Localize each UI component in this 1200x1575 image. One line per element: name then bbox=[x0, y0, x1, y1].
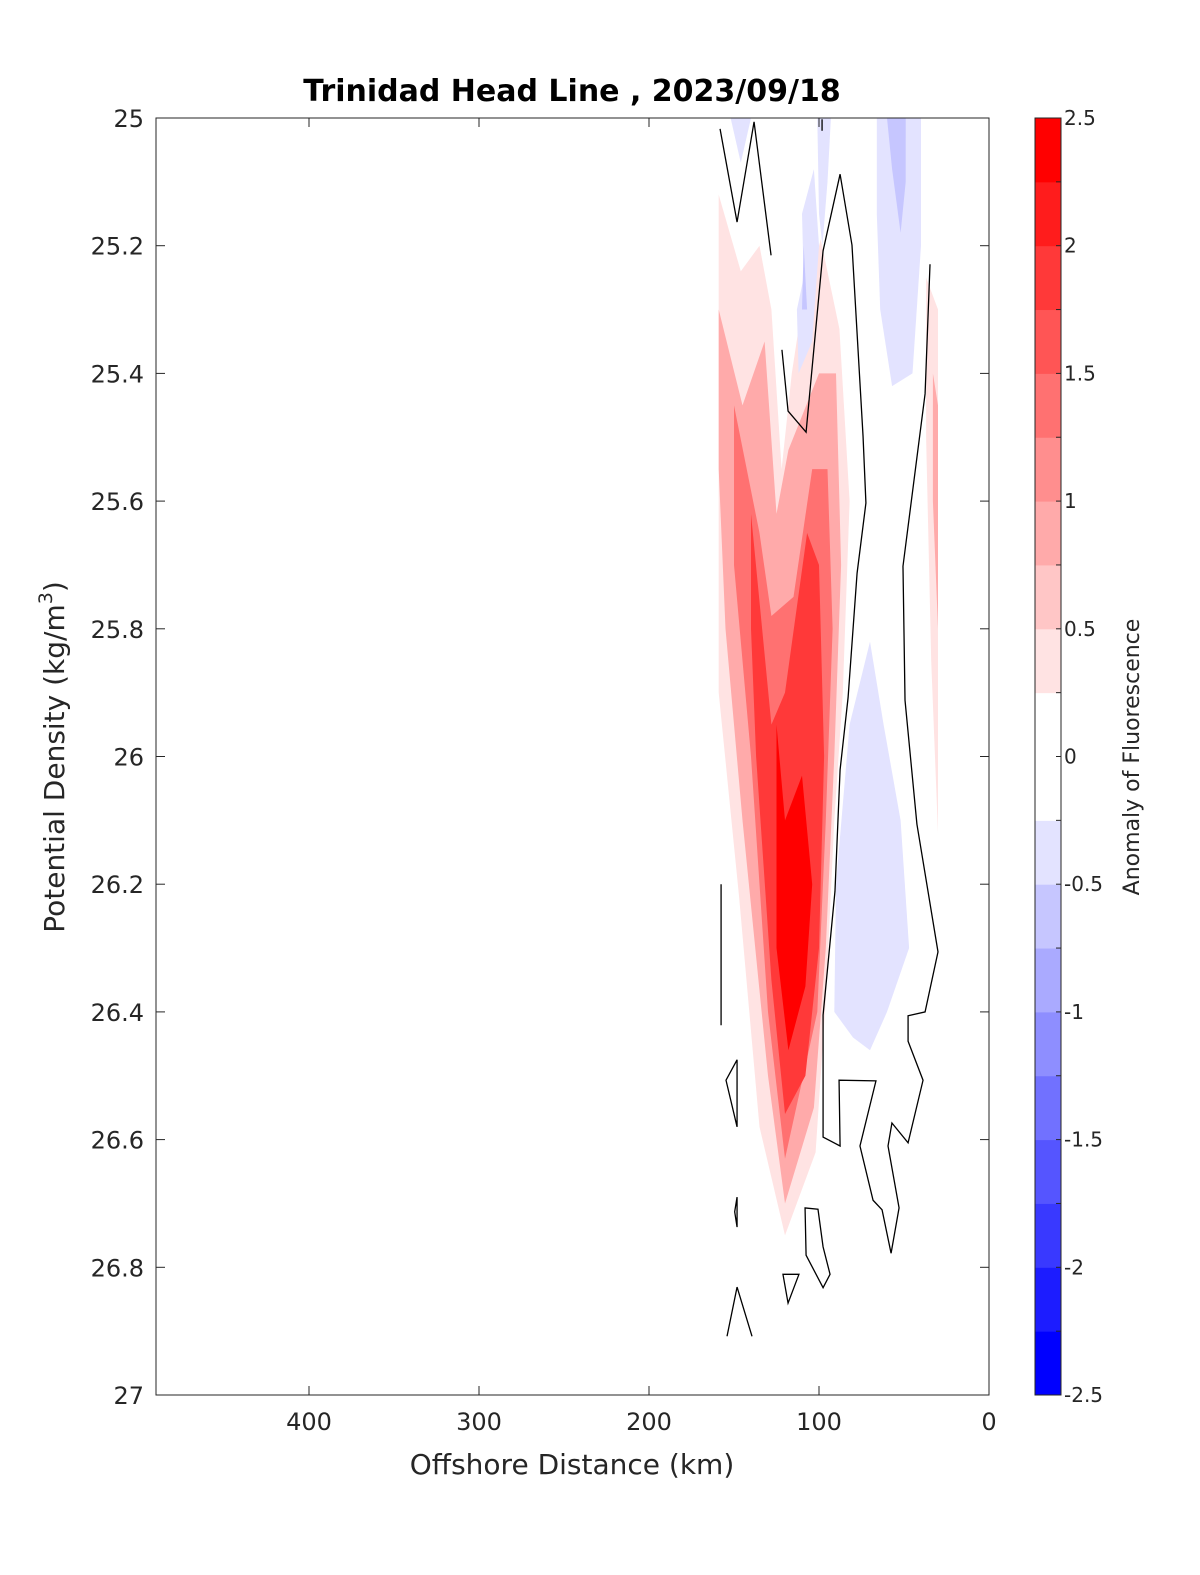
colorbar-segment bbox=[1035, 948, 1061, 1013]
colorbar-segment bbox=[1035, 118, 1061, 183]
y-axis-label-end: ) bbox=[38, 581, 71, 592]
x-tick-label: 300 bbox=[456, 1408, 502, 1436]
colorbar-segment bbox=[1035, 1011, 1061, 1077]
y-tick-label: 26.4 bbox=[91, 999, 144, 1027]
zero-contour-line bbox=[804, 1207, 831, 1290]
contour-fill-region bbox=[817, 118, 831, 246]
y-tick-label: 25.6 bbox=[91, 488, 144, 516]
contour-fill-region bbox=[730, 118, 751, 163]
y-tick-label: 25.4 bbox=[91, 360, 144, 388]
colorbar-segment bbox=[1035, 373, 1061, 438]
contour-fill-region bbox=[802, 245, 808, 310]
x-tick-label: 0 bbox=[981, 1408, 996, 1436]
zero-contour-line bbox=[734, 1196, 738, 1228]
zero-contour-line bbox=[725, 1059, 738, 1127]
y-axis-label-main: Potential Density (kg/m bbox=[38, 604, 71, 933]
colorbar-segment bbox=[1035, 437, 1061, 502]
colorbar-tick-label: 2.5 bbox=[1064, 106, 1096, 130]
colorbar-tick-label: 1 bbox=[1064, 489, 1077, 513]
y-tick-label: 27 bbox=[113, 1382, 144, 1410]
colorbar-segment bbox=[1035, 309, 1061, 374]
y-tick-label: 26.6 bbox=[91, 1127, 144, 1155]
contour-fill-region bbox=[796, 169, 819, 374]
colorbar: 2.5 2 1.5 1 0.5 0 -0.5 -1 -1.5 -2 -2.5 bbox=[1034, 106, 1103, 1407]
colorbar-tick-label: 0.5 bbox=[1064, 617, 1096, 641]
colorbar-tick-label: -1.5 bbox=[1064, 1128, 1103, 1152]
colorbar-segment bbox=[1035, 564, 1061, 630]
zero-contour-line bbox=[782, 1273, 800, 1306]
axis-ticks: 400 300 200 100 0 25 25.2 25.4 25.6 25.8 26 26.2 26.… bbox=[91, 105, 997, 1436]
colorbar-segment bbox=[1035, 692, 1061, 757]
colorbar-tick-label: 2 bbox=[1064, 234, 1077, 258]
y-tick-label: 26.8 bbox=[91, 1254, 144, 1282]
colorbar-segment bbox=[1035, 1139, 1061, 1204]
contour-fill-region bbox=[932, 373, 938, 629]
plot-area bbox=[718, 118, 939, 1337]
x-tick-label: 100 bbox=[796, 1408, 842, 1436]
zero-contour-line bbox=[719, 121, 772, 256]
colorbar-segment bbox=[1035, 245, 1061, 311]
colorbar-tick-label: 0 bbox=[1064, 745, 1077, 769]
colorbar-tick-label: -1 bbox=[1064, 1000, 1084, 1024]
colorbar-tick-label: 1.5 bbox=[1064, 361, 1096, 385]
colorbar-tick-label: -0.5 bbox=[1064, 872, 1103, 896]
colorbar-label: Anomaly of Fluorescence bbox=[1120, 619, 1145, 896]
colorbar-tick-label: -2 bbox=[1064, 1255, 1084, 1279]
colorbar-segment bbox=[1035, 756, 1061, 821]
colorbar-segment bbox=[1035, 1331, 1061, 1396]
colorbar-segment bbox=[1035, 1075, 1061, 1141]
zero-contour-line bbox=[781, 174, 939, 1254]
colorbar-segment bbox=[1035, 884, 1061, 949]
colorbar-segment bbox=[1035, 501, 1061, 566]
y-tick-label: 25 bbox=[113, 105, 144, 133]
y-axis-label: Potential Density (kg/m3) bbox=[35, 581, 71, 933]
x-axis-label: Offshore Distance (km) bbox=[410, 1448, 735, 1481]
colorbar-segment bbox=[1035, 1203, 1061, 1268]
x-tick-label: 400 bbox=[286, 1408, 332, 1436]
colorbar-segment bbox=[1035, 820, 1061, 885]
contour-fill-region bbox=[776, 724, 813, 1051]
y-tick-label: 25.2 bbox=[91, 233, 144, 261]
colorbar-segment bbox=[1035, 181, 1061, 247]
zero-contour-line bbox=[726, 1286, 753, 1337]
y-axis-label-sup: 3 bbox=[35, 592, 57, 604]
y-tick-label: 26.2 bbox=[91, 871, 144, 899]
contour-fill-region bbox=[876, 118, 921, 387]
chart-title: Trinidad Head Line , 2023/09/18 bbox=[303, 74, 840, 109]
x-tick-label: 200 bbox=[626, 1408, 672, 1436]
y-tick-label: 26 bbox=[113, 744, 144, 772]
contour-fill-region bbox=[834, 641, 910, 1051]
colorbar-tick-label: -2.5 bbox=[1064, 1383, 1103, 1407]
y-tick-label: 25.8 bbox=[91, 616, 144, 644]
colorbar-segment bbox=[1035, 628, 1061, 694]
colorbar-segment bbox=[1035, 1267, 1061, 1332]
contour-fill-region bbox=[887, 118, 906, 233]
